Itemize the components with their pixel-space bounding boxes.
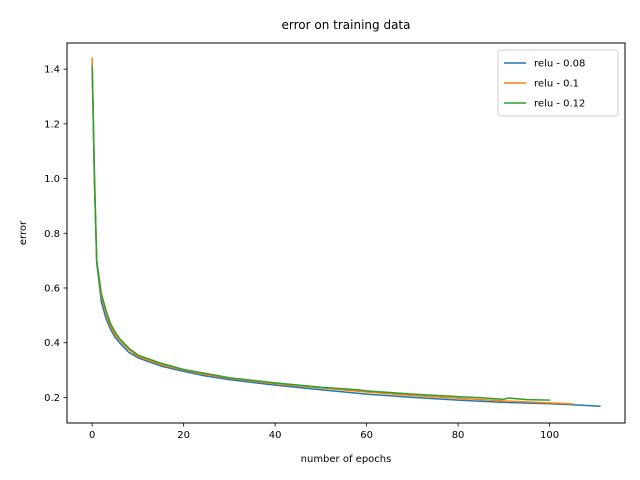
x-tick-label-2: 40 <box>269 430 282 441</box>
x-tick-label-0: 0 <box>89 430 95 441</box>
legend-label-1: relu - 0.1 <box>534 79 579 90</box>
y-tick-label-2: 0.6 <box>44 283 60 294</box>
legend: relu - 0.08 relu - 0.1 relu - 0.12 <box>497 49 619 117</box>
series-line-0 <box>91 62 601 407</box>
y-tick-label-6: 1.4 <box>44 65 60 76</box>
axis-ticks: 0 20 40 60 80 100 0.2 0.4 0.6 0.8 1.0 1.2 1.4 <box>44 65 559 441</box>
y-tick-label-4: 1.0 <box>44 174 60 185</box>
y-axis-label: error <box>18 220 29 245</box>
x-tick-label-1: 20 <box>177 430 190 441</box>
x-tick-label-5: 100 <box>540 430 559 441</box>
legend-box <box>497 49 619 117</box>
x-axis-label: number of epochs <box>301 454 392 465</box>
y-tick-label-3: 0.8 <box>44 229 60 240</box>
series-lines <box>91 57 601 407</box>
plot-area-frame <box>66 42 626 424</box>
chart-title: error on training data <box>282 18 411 32</box>
x-tick-label-4: 80 <box>452 430 465 441</box>
series-line-2 <box>91 65 551 401</box>
legend-label-2: relu - 0.12 <box>534 99 585 110</box>
y-tick-label-0: 0.2 <box>44 393 60 404</box>
y-tick-label-1: 0.4 <box>44 338 60 349</box>
legend-label-0: relu - 0.08 <box>534 59 585 70</box>
x-tick-label-3: 60 <box>360 430 373 441</box>
y-tick-label-5: 1.2 <box>44 119 60 130</box>
